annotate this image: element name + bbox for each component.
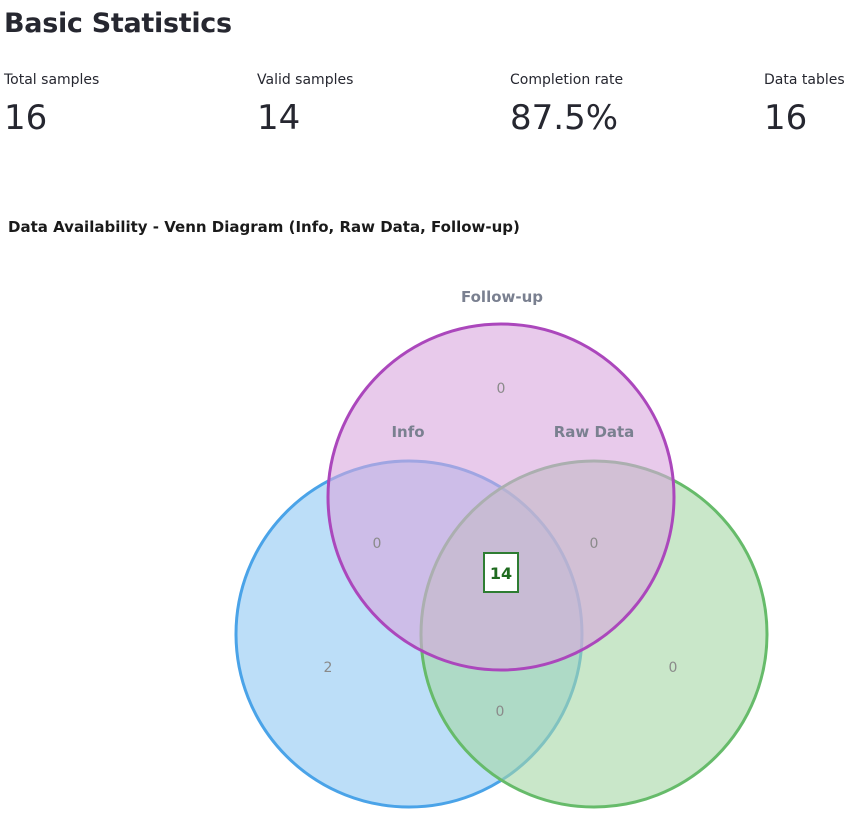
metric-value: 14 [257, 98, 301, 138]
venn-count-follow-up-only: 0 [497, 381, 506, 397]
venn-center-box [483, 552, 519, 593]
page-title: Basic Statistics [4, 8, 232, 39]
metric-value: 16 [764, 98, 808, 138]
venn-count-info-only: 2 [324, 660, 333, 676]
metric-data-tables: Data tables 16 [764, 72, 845, 138]
venn-label-raw-data: Raw Data [554, 423, 635, 441]
venn-count-info-raw-data: 0 [496, 704, 505, 720]
metric-valid-samples: Valid samples 14 [257, 72, 353, 138]
venn-diagram-title: Data Availability - Venn Diagram (Info, … [8, 218, 520, 236]
metric-label: Data tables [764, 72, 845, 88]
venn-count-raw-data-only: 0 [669, 660, 678, 676]
metric-value: 87.5% [510, 98, 619, 138]
venn-count-raw-data-follow-up: 0 [590, 536, 599, 552]
metric-label: Valid samples [257, 72, 354, 88]
metric-label: Completion rate [510, 72, 624, 88]
venn-label-follow-up: Follow-up [461, 288, 543, 306]
venn-circle-follow-up [326, 322, 676, 672]
venn-count-info-follow-up: 0 [373, 536, 382, 552]
metrics-row: Total samples 16 Valid samples 14 Comple… [4, 72, 845, 152]
metric-label: Total samples [4, 72, 100, 88]
venn-label-info: Info [391, 423, 424, 441]
metric-value: 16 [4, 98, 48, 138]
metric-completion-rate: Completion rate 87.5% [510, 72, 623, 138]
metric-total-samples: Total samples 16 [4, 72, 99, 138]
venn-count-all-three: 14 [490, 564, 512, 583]
